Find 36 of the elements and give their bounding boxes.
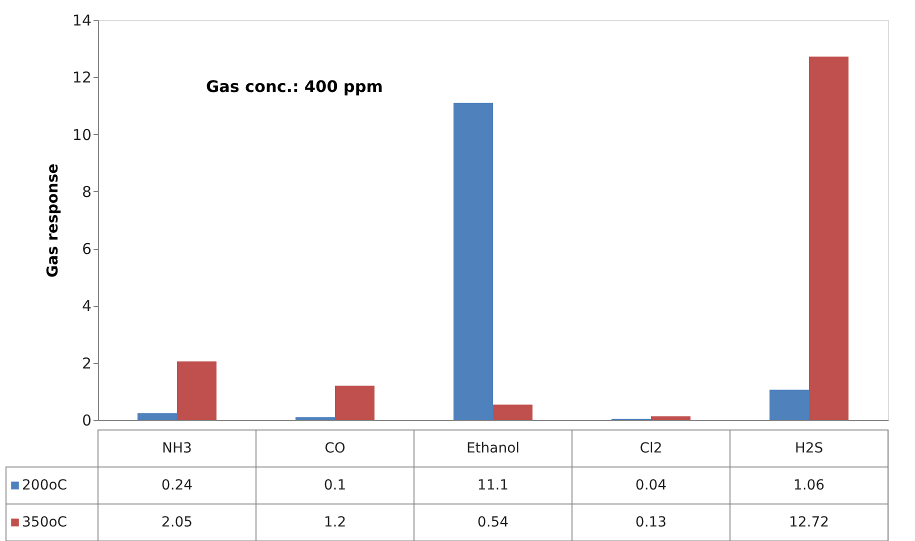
data-label: 2.05 — [161, 514, 193, 530]
legend-label: 200oC — [22, 478, 68, 494]
y-tick-label: 12 — [72, 68, 92, 87]
bar — [651, 416, 690, 420]
y-tick-label: 10 — [72, 126, 92, 144]
y-tick-label: 8 — [82, 182, 92, 201]
bar — [296, 417, 335, 420]
bar — [454, 102, 493, 420]
data-label: 0.13 — [635, 514, 667, 530]
bar — [335, 386, 374, 420]
x-tick-label: NH3 — [162, 440, 192, 456]
data-label: 0.1 — [324, 478, 346, 494]
data-label: 11.1 — [477, 478, 509, 494]
bar — [177, 361, 216, 420]
x-tick-label: Ethanol — [466, 440, 520, 456]
bar — [493, 404, 532, 420]
y-tick-label: 4 — [82, 297, 92, 316]
data-label: 0.04 — [635, 478, 667, 494]
data-label: 1.2 — [324, 514, 346, 530]
y-axis-title: Gas response — [43, 164, 62, 278]
x-tick-label: CO — [324, 440, 346, 456]
data-label: 1.06 — [793, 478, 825, 494]
bar — [809, 56, 848, 420]
x-tick-label: H2S — [794, 440, 824, 456]
data-label: 0.24 — [161, 478, 193, 494]
y-tick-label: 2 — [82, 354, 92, 372]
data-label: 0.54 — [477, 514, 509, 530]
x-tick-label: Cl2 — [640, 440, 662, 456]
legend-label: 350oC — [22, 514, 68, 530]
annotation: Gas conc.: 400 ppm — [206, 77, 383, 96]
y-tick-label: 0 — [82, 412, 92, 430]
bar — [138, 413, 177, 420]
y-tick-label: 6 — [82, 240, 92, 258]
y-tick-label: 14 — [72, 12, 92, 30]
data-label: 12.72 — [788, 514, 830, 530]
bar — [770, 390, 809, 420]
